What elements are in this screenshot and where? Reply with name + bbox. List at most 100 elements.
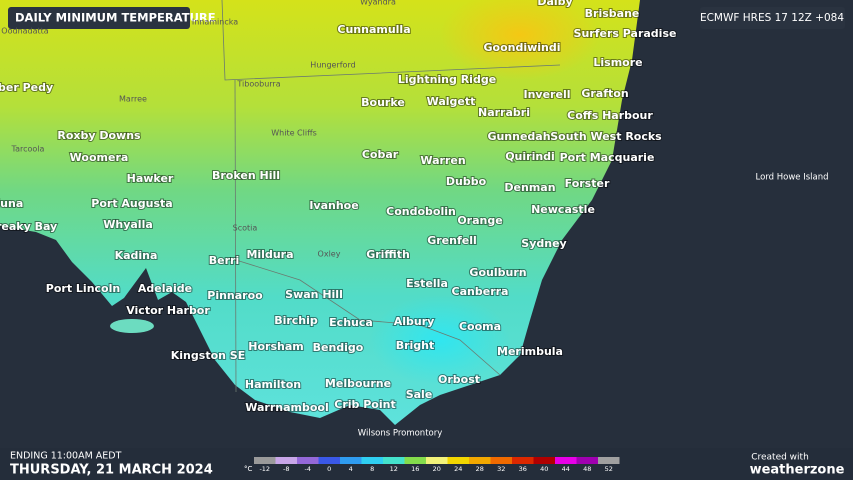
minor-place-label: Oodnadatta [1, 27, 48, 36]
place-label: Kingston SE [171, 349, 245, 362]
place-label: Sydney [521, 237, 566, 250]
place-label: Streaky Bay [0, 220, 57, 233]
place-label: Crib Point [334, 398, 395, 411]
borders [221, 0, 561, 393]
small-place-label: Wilsons Promontory [358, 429, 443, 439]
place-label: Denman [504, 181, 555, 194]
place-label: Quirindi [505, 150, 555, 163]
warm-area [440, 0, 600, 80]
place-label: Woomera [70, 151, 129, 164]
model-box [700, 7, 845, 29]
legend-swatch [361, 457, 383, 464]
legend-label: 24 [454, 465, 462, 473]
legend-label: 28 [476, 465, 484, 473]
place-label: Port Macquarie [560, 151, 655, 164]
legend-swatch [383, 457, 405, 464]
place-label: Dubbo [446, 175, 487, 188]
legend-swatch [447, 457, 469, 464]
place-label: Bright [396, 339, 435, 352]
place-label: Forster [565, 177, 610, 190]
legend-swatch [404, 457, 426, 464]
legend-swatch [533, 457, 555, 464]
small-place-label: Lord Howe Island [756, 173, 829, 183]
legend-label: 0 [327, 465, 331, 473]
legend-label: 48 [583, 465, 591, 473]
place-label: Inverell [524, 88, 571, 101]
legend-swatch [340, 457, 362, 464]
place-label: Birchip [274, 314, 318, 327]
legend-label: 32 [497, 465, 505, 473]
place-label: Grafton [581, 87, 628, 100]
legend-label: 40 [540, 465, 548, 473]
place-label: Broken Hill [212, 169, 280, 182]
place-label: Griffith [366, 248, 410, 261]
place-label: Kadina [115, 249, 158, 262]
place-label: Sale [406, 388, 433, 401]
legend-label: 4 [349, 465, 353, 473]
place-label: Lismore [593, 56, 642, 69]
legend-swatch [297, 457, 319, 464]
legend-swatch [512, 457, 534, 464]
place-label: Brisbane [585, 7, 640, 20]
place-label: Goondiwindi [483, 41, 560, 54]
place-label: Cooma [459, 320, 501, 333]
place-label: Echuca [329, 316, 373, 329]
legend-label: -8 [283, 465, 289, 473]
brand: weatherzone [750, 463, 845, 478]
legend-label: 52 [605, 465, 613, 473]
place-label: Canberra [452, 285, 509, 298]
legend-swatch [254, 457, 276, 464]
ending: ENDING 11:00AM AEDT [10, 451, 122, 462]
place-label: Newcastle [531, 203, 595, 216]
place-label: Narrabri [478, 106, 530, 119]
minor-place-label: Innamincka [192, 18, 238, 27]
minor-place-label: Hungerford [310, 61, 355, 70]
legend-label: -4 [305, 465, 311, 473]
legend-label: -12 [259, 465, 270, 473]
legend-swatch [318, 457, 340, 464]
place-label: Merimbula [497, 345, 563, 358]
place-label: South West Rocks [550, 130, 662, 143]
place-label: Coffs Harbour [567, 109, 653, 122]
place-label: Swan Hill [285, 288, 343, 301]
place-label: Cobar [362, 148, 399, 161]
date: THURSDAY, 21 MARCH 2024 [10, 463, 213, 478]
place-label: Orbost [438, 373, 480, 386]
place-label: Ceduna [0, 197, 23, 210]
minor-place-label: Tarcoola [11, 145, 45, 154]
place-label: Port Augusta [91, 197, 172, 210]
minor-place-label: Wyandra [360, 0, 396, 7]
place-label: Surfers Paradise [574, 27, 677, 40]
legend-swatch [275, 457, 297, 464]
place-label: Horsham [248, 340, 303, 353]
legend-unit: °C [244, 465, 253, 473]
place-label: Bourke [361, 96, 405, 109]
cool-area [370, 295, 510, 385]
place-label: Grenfell [427, 234, 477, 247]
place-label: Hamilton [245, 378, 301, 391]
place-label: Gunnedah [487, 130, 550, 143]
place-label: Port Lincoln [46, 282, 120, 295]
place-label: Estella [406, 277, 448, 290]
place-label: Roxby Downs [57, 129, 141, 142]
legend-swatch [490, 457, 512, 464]
place-label: Warren [420, 154, 465, 167]
place-label: Orange [457, 214, 502, 227]
place-label: Lightning Ridge [398, 73, 496, 86]
minor-place-label: Marree [119, 95, 147, 104]
place-label: Pinnaroo [207, 289, 263, 302]
legend-swatch [469, 457, 491, 464]
legend-swatch [555, 457, 577, 464]
legend-label: 8 [370, 465, 374, 473]
legend-label: 20 [433, 465, 441, 473]
model-label: ECMWF HRES 17 12Z +084 [700, 12, 844, 24]
legend-label: 36 [519, 465, 527, 473]
place-label: Goulburn [469, 266, 526, 279]
place-label: Victor Harbor [126, 304, 210, 317]
minor-place-label: Scotia [233, 224, 258, 233]
place-label: Warrnambool [245, 401, 329, 414]
legend-label: 16 [411, 465, 419, 473]
minor-place-label: Oxley [318, 250, 341, 259]
place-label: Bendigo [313, 341, 364, 354]
